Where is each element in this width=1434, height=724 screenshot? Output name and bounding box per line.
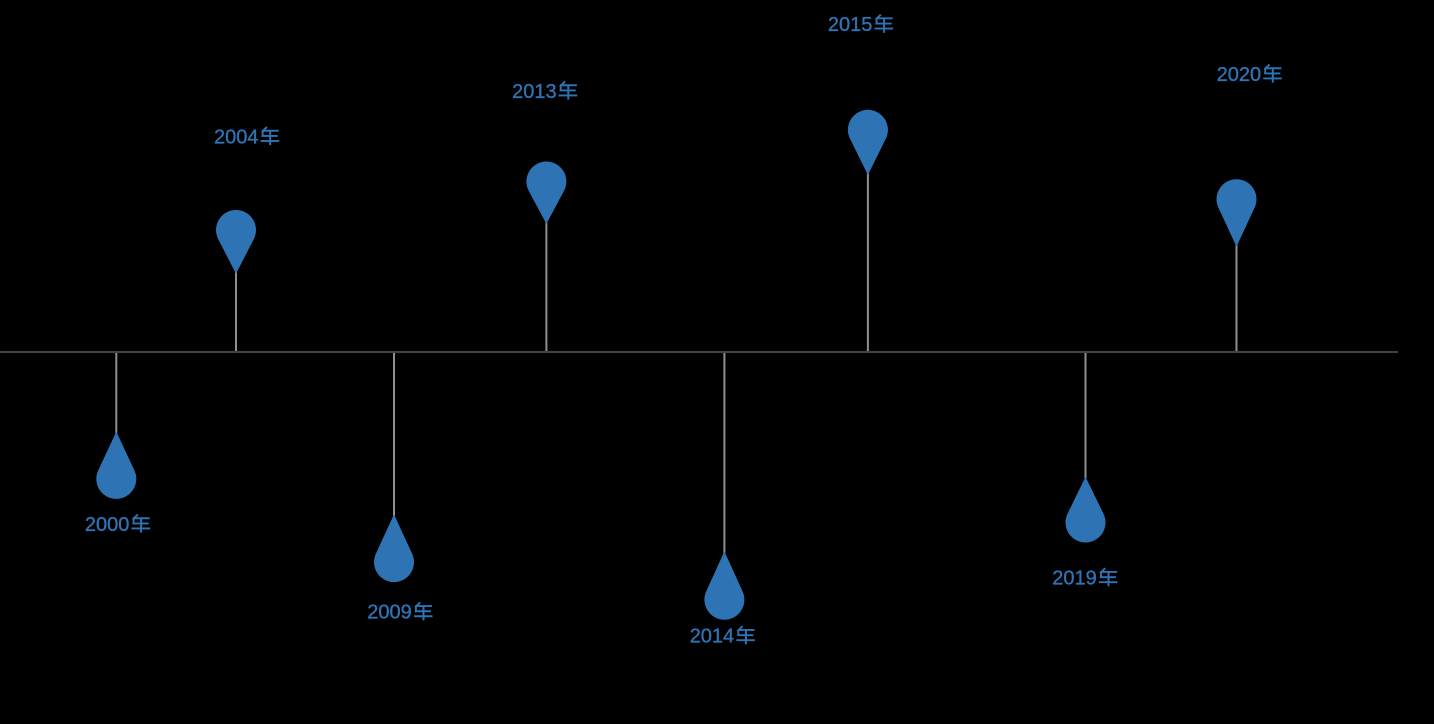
svg-text:2019: 2019: [1052, 568, 1097, 590]
svg-text:2020: 2020: [1217, 64, 1262, 86]
svg-text:2004: 2004: [214, 126, 259, 148]
svg-text:2009: 2009: [367, 602, 412, 624]
svg-text:2000: 2000: [85, 514, 129, 536]
svg-text:2015: 2015: [828, 14, 873, 36]
svg-text:2013: 2013: [512, 81, 557, 103]
svg-text:2014: 2014: [690, 626, 735, 648]
